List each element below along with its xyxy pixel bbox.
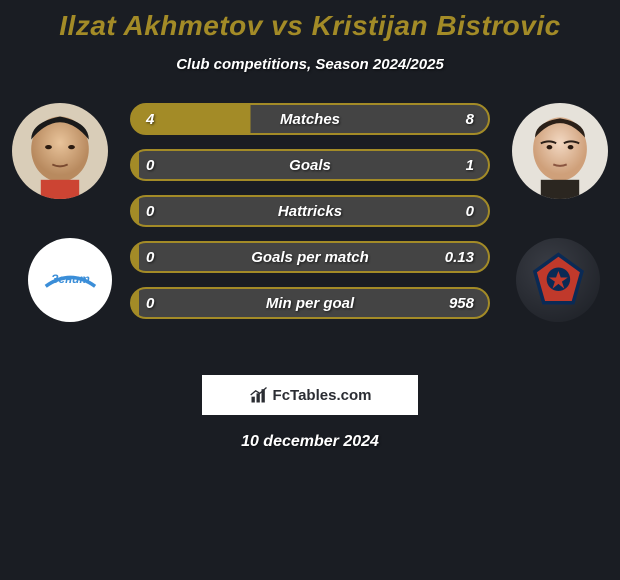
- player2-name: Kristijan Bistrovic: [312, 10, 561, 41]
- stat-value-right: 0: [466, 203, 474, 220]
- stat-value-left: 0: [146, 249, 154, 266]
- player1-name: Ilzat Akhmetov: [59, 10, 263, 41]
- stat-label: Goals per match: [132, 249, 488, 266]
- player1-club-logo: Зенит: [28, 238, 112, 322]
- stat-value-right: 8: [466, 111, 474, 128]
- stat-row: 4Matches8: [130, 103, 490, 135]
- stat-value-right: 1: [466, 157, 474, 174]
- stat-row: 0Goals1: [130, 149, 490, 181]
- date-line: 10 december 2024: [0, 433, 620, 451]
- stat-label: Min per goal: [132, 295, 488, 312]
- content-area: Зенит 4Matches80Goals10Hattricks00Goals …: [0, 103, 620, 363]
- stat-value-left: 4: [146, 111, 154, 128]
- stat-value-right: 958: [449, 295, 474, 312]
- stat-label: Matches: [132, 111, 488, 128]
- bar-chart-icon: [249, 385, 269, 405]
- player2-club-logo: [516, 238, 600, 322]
- stat-value-left: 0: [146, 203, 154, 220]
- stat-label: Hattricks: [132, 203, 488, 220]
- vs-text: vs: [271, 10, 303, 41]
- player2-photo: [512, 103, 608, 199]
- comparison-title: Ilzat Akhmetov vs Kristijan Bistrovic: [0, 0, 620, 42]
- stat-row: 0Min per goal958: [130, 287, 490, 319]
- stats-container: 4Matches80Goals10Hattricks00Goals per ma…: [130, 103, 490, 333]
- stat-row: 0Hattricks0: [130, 195, 490, 227]
- stat-value-right: 0.13: [445, 249, 474, 266]
- svg-text:Зенит: Зенит: [51, 272, 90, 285]
- watermark-text: FcTables.com: [273, 387, 372, 404]
- watermark: FcTables.com: [202, 375, 418, 415]
- stat-value-left: 0: [146, 295, 154, 312]
- stat-row: 0Goals per match0.13: [130, 241, 490, 273]
- stat-label: Goals: [132, 157, 488, 174]
- player1-photo: [12, 103, 108, 199]
- subtitle: Club competitions, Season 2024/2025: [0, 56, 620, 73]
- stat-value-left: 0: [146, 157, 154, 174]
